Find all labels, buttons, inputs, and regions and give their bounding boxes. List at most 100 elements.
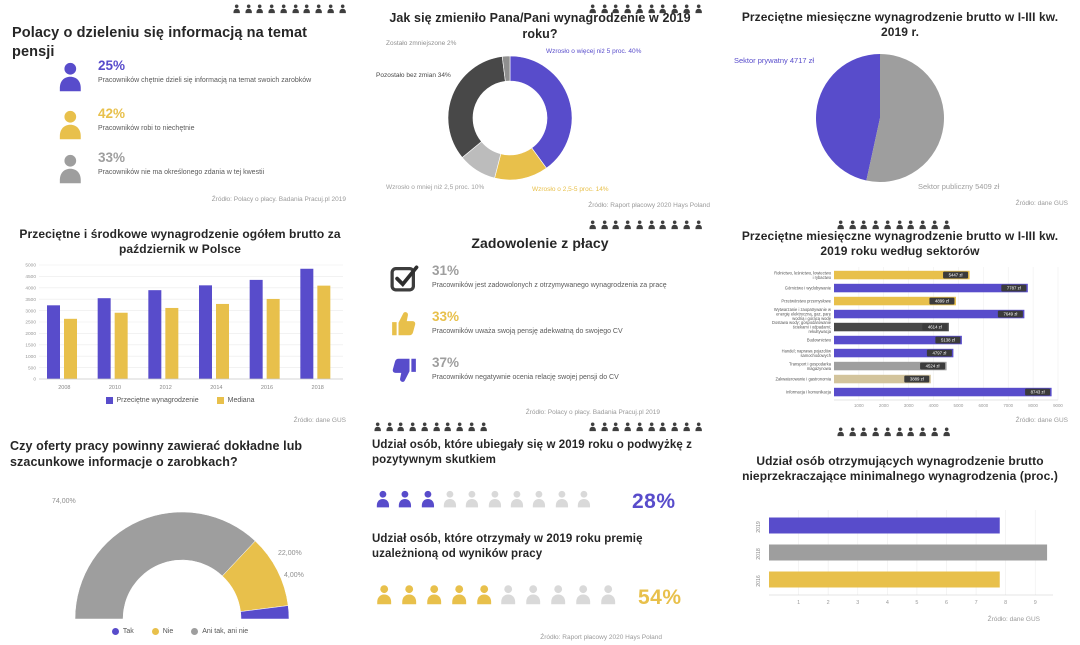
- person-icon: [421, 490, 434, 508]
- person-icon: [433, 422, 440, 432]
- person-icon: [837, 427, 844, 437]
- tick-label: Górnictwo i wydobywanie: [785, 286, 832, 291]
- person-icon: [245, 4, 252, 14]
- panel-title: Udział osób otrzymujących wynagrodzenie …: [742, 454, 1058, 484]
- person-icon: [399, 490, 412, 508]
- tick-label: 6000: [978, 403, 988, 408]
- person-icon: [59, 110, 81, 140]
- person-icon: [659, 220, 667, 230]
- tick-label: 1000: [854, 403, 864, 408]
- person-icon: [601, 4, 608, 14]
- person-icon: [510, 490, 524, 508]
- bar: [834, 361, 947, 371]
- value-chip: [926, 349, 952, 357]
- tick-label: 2012: [160, 385, 172, 391]
- person-icon: [50, 150, 90, 186]
- thumbs-up-icon: [384, 309, 424, 339]
- person-icon: [671, 220, 679, 230]
- donut-slice-label: Pozostało bez zmian 34%: [376, 72, 451, 79]
- tick-label: 4614 zł: [928, 325, 942, 330]
- tick-label: energię elektryczną, gaz, parę: [776, 312, 832, 317]
- person-icon: [303, 4, 311, 14]
- person-icon: [624, 4, 632, 14]
- bar: [64, 318, 77, 379]
- bar: [769, 571, 1000, 588]
- tick-label: 5000: [25, 263, 36, 269]
- tick-label: Informacja i komunikacja: [786, 390, 832, 395]
- panel-job-offers-salary-info: Czy oferty pracy powinny zawierać dokład…: [0, 430, 360, 645]
- gauge-slice: [74, 511, 256, 620]
- tick-label: Wytwarzanie i zaopatrywanie w: [774, 307, 831, 312]
- person-icon: [451, 585, 466, 605]
- tick-label: 4: [886, 600, 889, 606]
- bar: [834, 335, 962, 345]
- panel-title: Udział osób, które ubiegały się w 2019 r…: [372, 439, 693, 466]
- tick-label: ściekami i odpadami;: [793, 325, 831, 330]
- tick-label: 4000: [25, 286, 36, 292]
- tick-label: 2: [827, 600, 830, 606]
- legend-item: Przeciętne wynagrodzenie: [105, 397, 199, 404]
- tick-label: 8000: [1028, 403, 1038, 408]
- value-chip: [1025, 388, 1051, 396]
- tick-label: 3500: [25, 297, 36, 303]
- tick-label: 2018: [756, 548, 762, 560]
- person-icon: [860, 220, 868, 230]
- tick-label: 8: [1004, 600, 1007, 606]
- source-note: Źródło: dane GUS: [987, 616, 1040, 623]
- tick-label: 7: [975, 600, 978, 606]
- person-icon: [50, 58, 90, 94]
- tick-label: 1500: [25, 343, 36, 349]
- value-chip: [929, 297, 955, 305]
- person-icon: [896, 427, 903, 437]
- bar: [834, 348, 954, 358]
- person-icon: [533, 490, 546, 508]
- people-divider-icons: [836, 219, 951, 230]
- pie-slice: [816, 54, 880, 181]
- person-icon: [636, 4, 643, 14]
- person-icon: [896, 220, 903, 230]
- people-divider-icons: [836, 426, 951, 437]
- person-icon: [327, 4, 334, 14]
- person-icon: [50, 106, 90, 142]
- value-chip: [920, 362, 946, 370]
- avg-median-bar-chart: 0 500 1000 1500 2000 2500 3000 3500 4000 4500 5000…: [25, 263, 343, 391]
- tick-label: 3: [856, 600, 859, 606]
- tick-label: 2000: [25, 331, 36, 337]
- person-icon: [589, 4, 596, 14]
- donut-slice-label: Wzrosło o 2,5-5 proc. 14%: [532, 186, 609, 193]
- person-icon: [612, 4, 620, 14]
- person-icon: [377, 585, 392, 605]
- pie-slice-label: Sektor publiczny 5409 zł: [918, 182, 1000, 191]
- tick-label: 4797 zł: [932, 351, 946, 356]
- value-chip: [904, 375, 930, 383]
- legend-item: Mediana: [216, 397, 254, 404]
- stat-percent: 25%: [98, 58, 126, 73]
- person-icon: [671, 422, 679, 432]
- minimum-wage-bar-chart: 1 2 3 4 5 6 7 8 9 2019 2018 2016: [756, 510, 1053, 606]
- person-icon: [480, 422, 487, 432]
- bar: [834, 322, 949, 332]
- stat-row: 33% Pracowników nie ma określonego zdani…: [50, 150, 350, 186]
- salary-change-donut-chart: [447, 55, 573, 181]
- tick-label: 4000: [929, 403, 939, 408]
- person-icon: [612, 220, 620, 230]
- person-icon: [849, 427, 856, 437]
- person-icon: [648, 422, 655, 432]
- pie-slice: [866, 54, 945, 183]
- legend-label: Nie: [162, 628, 174, 635]
- panel-minimum-wage-share: Udział osób otrzymujących wynagrodzenie …: [720, 430, 1080, 645]
- source-note: Źródło: Polacy o płacy. Badania Pracuj.p…: [211, 196, 346, 203]
- legend-dot-no: [151, 628, 159, 635]
- tick-label: magazynowa: [807, 366, 832, 371]
- panel-title: Przeciętne miesięczne wynagrodzenie brut…: [741, 229, 1059, 259]
- legend-label: Tak: [122, 628, 134, 635]
- stat-percent: 37%: [432, 355, 460, 370]
- bar: [97, 298, 111, 379]
- sectors-bar-chart: 1000 2000 3000 4000 5000 6000 7000 8000 9000 5447…: [772, 267, 1063, 408]
- person-icon: [501, 585, 516, 605]
- person-icon: [919, 427, 927, 437]
- source-note: Źródło: dane GUS: [293, 417, 346, 424]
- person-icon: [233, 4, 240, 14]
- person-icon: [860, 427, 868, 437]
- tick-label: 9: [1034, 600, 1037, 606]
